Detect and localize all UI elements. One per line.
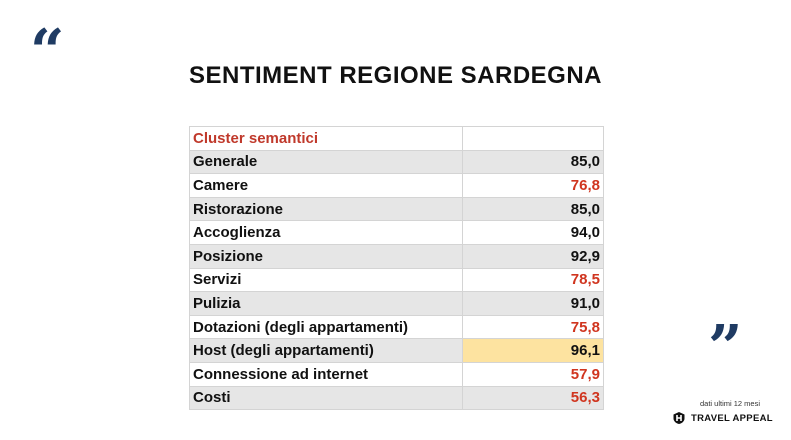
row-label: Servizi xyxy=(189,267,463,293)
table-header-row: Cluster semantici xyxy=(189,126,605,151)
table-row: Servizi 78,5 xyxy=(189,267,605,293)
row-value: 91,0 xyxy=(461,291,605,316)
table-row: Accoglienza 94,0 xyxy=(189,220,605,245)
row-label: Posizione xyxy=(189,243,463,269)
row-label: Connessione ad internet xyxy=(189,361,463,387)
page-title: SENTIMENT REGIONE SARDEGNA xyxy=(188,62,603,89)
row-label: Dotazioni (degli appartamenti) xyxy=(189,314,463,340)
row-label: Pulizia xyxy=(189,291,463,316)
row-value: 78,5 xyxy=(461,267,605,293)
header-label: Cluster semantici xyxy=(189,126,463,151)
table-row: Pulizia 91,0 xyxy=(189,291,605,316)
sentiment-table: Cluster semantici Generale 85,0 Camere 76,8… xyxy=(189,126,605,411)
open-quote-icon: “ xyxy=(30,17,65,87)
table-row: Posizione 92,9 xyxy=(189,243,605,269)
row-label: Host (degli appartamenti) xyxy=(189,338,463,363)
row-value: 76,8 xyxy=(461,173,605,198)
row-value: 85,0 xyxy=(461,196,605,222)
row-value: 85,0 xyxy=(461,149,605,175)
close-quote-icon: ” xyxy=(708,313,743,383)
row-value: 57,9 xyxy=(461,361,605,387)
table-row: Camere 76,8 xyxy=(189,173,605,198)
row-value: 75,8 xyxy=(461,314,605,340)
row-label: Costi xyxy=(189,385,463,411)
row-label: Ristorazione xyxy=(189,196,463,222)
table-row: Ristorazione 85,0 xyxy=(189,196,605,222)
row-value: 96,1 xyxy=(461,338,605,363)
header-value xyxy=(461,126,605,151)
table-row: Generale 85,0 xyxy=(189,149,605,175)
table-row: Costi 56,3 xyxy=(189,385,605,411)
row-value: 56,3 xyxy=(461,385,605,411)
row-label: Accoglienza xyxy=(189,220,463,245)
row-label: Camere xyxy=(189,173,463,198)
row-value: 92,9 xyxy=(461,243,605,269)
travel-appeal-logo: TRAVEL APPEAL xyxy=(672,411,773,425)
row-value: 94,0 xyxy=(461,220,605,245)
table-row: Host (degli appartamenti) 96,1 xyxy=(189,338,605,363)
table-row: Connessione ad internet 57,9 xyxy=(189,361,605,387)
row-label: Generale xyxy=(189,149,463,175)
brand-name: TRAVEL APPEAL xyxy=(691,412,773,424)
table-row: Dotazioni (degli appartamenti) 75,8 xyxy=(189,314,605,340)
travel-appeal-logo-icon xyxy=(673,412,685,424)
footer-note: dati ultimi 12 mesi xyxy=(700,399,761,408)
